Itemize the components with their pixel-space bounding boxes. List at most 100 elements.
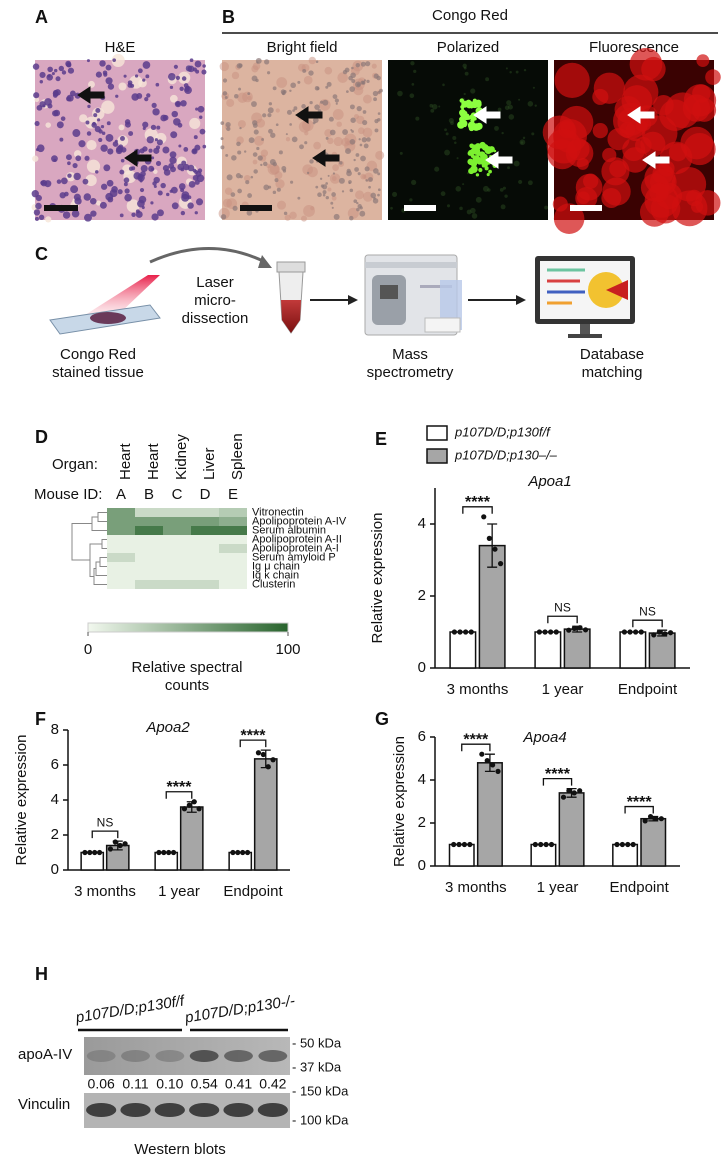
nucleus: [308, 70, 314, 76]
nucleus: [194, 60, 202, 68]
texture: [552, 196, 568, 212]
birefringence: [472, 123, 480, 131]
data-point: [468, 629, 474, 635]
nucleus: [349, 139, 356, 145]
significance-bracket: [91, 830, 119, 839]
texture: [411, 179, 417, 186]
texture: [284, 214, 291, 221]
texture: [267, 163, 280, 175]
arrow: [485, 151, 513, 169]
texture: [523, 68, 527, 72]
nucleus: [151, 156, 155, 160]
texture: [276, 77, 288, 88]
nucleus: [112, 141, 119, 147]
nucleus: [142, 78, 146, 82]
birefringence: [481, 160, 489, 168]
heatmap-cell: [219, 517, 247, 526]
nucleus: [322, 190, 327, 195]
nucleus: [374, 128, 379, 133]
group-label: p107D/D;p130f/f: [74, 992, 187, 1026]
nucleus: [65, 154, 72, 161]
nucleus: [180, 100, 187, 107]
nucleus: [181, 76, 187, 81]
band-value: 0.11: [122, 1076, 148, 1092]
step-label: Database: [580, 346, 644, 363]
nucleus: [326, 81, 332, 87]
legend-swatch: [426, 425, 448, 441]
texture: [601, 188, 622, 208]
scale-bar: [240, 205, 272, 211]
blot-band: [121, 1050, 150, 1062]
nucleus: [202, 144, 207, 149]
nucleus: [169, 189, 173, 193]
texture: [95, 200, 102, 206]
heatmap-cell: [107, 517, 135, 526]
texture: [505, 67, 508, 70]
texture: [391, 191, 398, 197]
nucleus: [100, 144, 108, 152]
nucleus: [236, 63, 243, 69]
texture: [518, 179, 523, 185]
heatmap-cell: [219, 526, 247, 535]
texture: [445, 132, 449, 136]
texture: [251, 65, 259, 73]
nucleus: [71, 209, 80, 218]
heatmap-cell: [135, 526, 163, 535]
significance-bracket: [547, 615, 578, 624]
nucleus: [184, 86, 190, 92]
texture: [126, 199, 140, 213]
y-tick-label: 2: [418, 587, 426, 604]
nucleus: [151, 213, 159, 221]
bar: [612, 843, 639, 867]
texture: [300, 215, 307, 222]
texture: [375, 150, 385, 160]
nucleus: [139, 187, 145, 193]
heatmap-cell: [135, 553, 163, 562]
texture: [576, 157, 589, 170]
birefringence: [475, 101, 482, 108]
data-point: [536, 629, 543, 635]
nucleus: [150, 201, 154, 205]
nucleus: [33, 92, 40, 99]
nucleus: [139, 179, 143, 183]
nucleus: [332, 172, 336, 175]
significance-bracket: [239, 739, 267, 748]
nucleus: [54, 68, 58, 73]
nucleus: [202, 64, 206, 68]
nucleus: [173, 64, 178, 69]
nucleus: [354, 167, 359, 172]
nucleus: [368, 185, 371, 189]
texture: [683, 133, 716, 166]
texture: [219, 61, 229, 72]
texture: [45, 216, 52, 223]
heatmap-cell: [135, 517, 163, 526]
nucleus: [195, 107, 199, 111]
nucleus: [67, 161, 71, 166]
nucleus: [93, 113, 98, 118]
nucleus: [197, 168, 203, 173]
nucleus: [362, 119, 368, 126]
nucleus: [353, 199, 358, 203]
nucleus: [39, 80, 43, 84]
row-header: Organ:: [52, 456, 98, 473]
nucleus: [52, 110, 59, 117]
texture: [362, 127, 373, 138]
texture: [527, 180, 533, 186]
row-label: Apolipoprotein A-IV: [252, 515, 347, 527]
nucleus: [169, 156, 177, 164]
nucleus: [355, 153, 360, 157]
texture: [507, 166, 510, 170]
nucleus: [153, 184, 157, 189]
texture: [252, 159, 258, 165]
texture: [153, 169, 158, 174]
nucleus: [62, 211, 71, 219]
data-point: [627, 629, 633, 635]
blot-band: [86, 1050, 116, 1062]
nucleus: [247, 92, 251, 96]
colorbar-tick-label: 0: [84, 641, 92, 658]
data-point: [461, 841, 468, 848]
texture: [332, 109, 344, 120]
nucleus: [234, 93, 239, 99]
significance-bracket: [462, 506, 493, 514]
nucleus: [363, 79, 367, 82]
